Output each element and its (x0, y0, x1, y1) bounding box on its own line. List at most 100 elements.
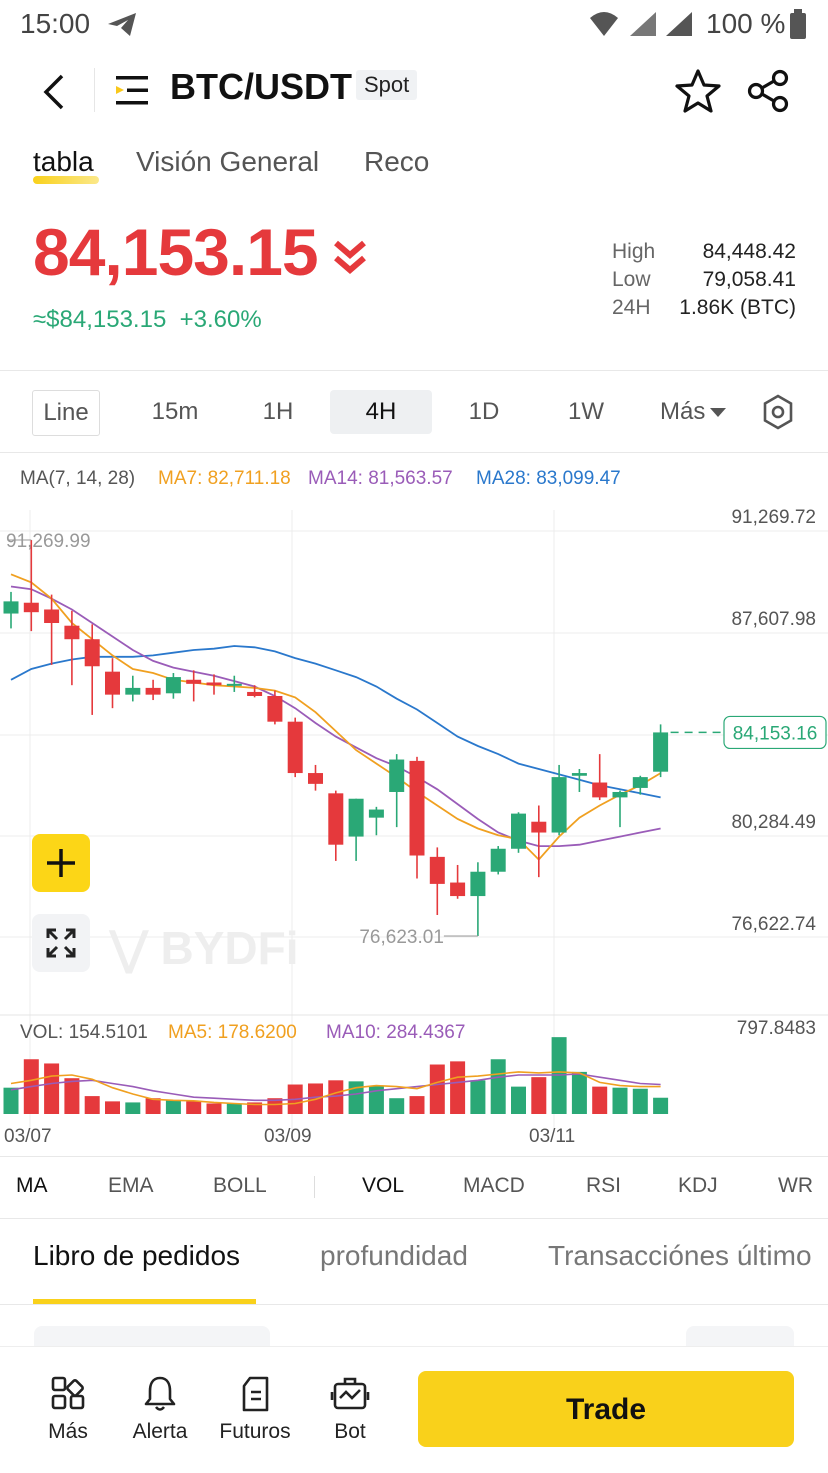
candle-body (44, 609, 60, 624)
stat-label-high: High (612, 240, 656, 263)
timeframe-1h[interactable]: 1H (262, 398, 294, 425)
divider (0, 1218, 828, 1219)
divider (0, 452, 828, 453)
volume-bar (348, 1081, 364, 1114)
candle-body (165, 677, 181, 694)
back-icon[interactable] (38, 72, 68, 112)
y-axis-label: 76,622.74 (731, 914, 816, 935)
volume-bar (470, 1080, 486, 1114)
volume-bar (105, 1101, 120, 1114)
nav-bot[interactable]: Bot (310, 1374, 390, 1444)
candle-body (632, 777, 648, 788)
status-time: 15:00 (20, 8, 91, 39)
nav-more[interactable]: Más (28, 1374, 108, 1444)
candle-body (125, 687, 141, 695)
caret-down-icon (710, 408, 727, 417)
high-marker-label: 91,269.99 (6, 531, 91, 552)
fiat-price: ≈$84,153.15 +3.60% (33, 306, 262, 333)
candle-body (490, 848, 506, 872)
tab-latest-trades[interactable]: Transacciónes último (548, 1240, 812, 1271)
volume-bar (490, 1059, 506, 1114)
book-tab-indicator (33, 1299, 256, 1304)
candle-body (450, 882, 466, 897)
futures-document-icon (242, 1376, 269, 1412)
nav-bot-label: Bot (334, 1420, 366, 1443)
tab-reco[interactable]: Reco (364, 146, 430, 177)
timeframe-4h[interactable]: 4H (330, 390, 432, 434)
candle-body (470, 871, 486, 897)
stat-value-low: 79,058.41 (702, 268, 796, 291)
ma14-line (10, 585, 661, 848)
nav-alert-label: Alerta (132, 1420, 188, 1443)
candle-body (64, 625, 80, 640)
candle-body (368, 809, 384, 818)
grid-icon (51, 1376, 85, 1410)
price-chart[interactable]: ⋁ BYDFi 91,269.72 87,607.98 80,284.49 76,622… (0, 490, 828, 1152)
indicator-wr[interactable]: WR (778, 1174, 813, 1197)
y-axis-label: 87,607.98 (731, 609, 816, 630)
candle-body (23, 602, 39, 613)
fullscreen-button[interactable] (32, 914, 90, 972)
price-change: +3.60% (179, 306, 262, 333)
candle-body (267, 695, 283, 722)
candle-body (287, 721, 303, 774)
volume-bar (632, 1088, 648, 1114)
expand-icon (46, 928, 76, 958)
last-price: 84,153.15 (33, 215, 319, 289)
pair-list-icon[interactable] (112, 74, 152, 108)
indicator-separator (314, 1176, 315, 1198)
chart-settings-icon[interactable] (762, 394, 794, 430)
last-price-tag-label: 84,153.16 (733, 723, 818, 744)
volume-bar (328, 1080, 344, 1114)
indicator-vol[interactable]: VOL (362, 1174, 405, 1197)
battery-percent: 100 % (706, 8, 786, 39)
tab-order-book[interactable]: Libro de pedidos (33, 1240, 241, 1271)
nav-alert[interactable]: Alerta (120, 1374, 200, 1444)
indicator-boll[interactable]: BOLL (213, 1174, 267, 1197)
y-axis-label: 91,269.72 (731, 507, 816, 528)
market-type-badge: Spot (356, 70, 418, 100)
plus-icon (47, 849, 75, 877)
indicator-ma[interactable]: MA (16, 1174, 48, 1197)
header: BTC/USDT Spot (0, 50, 828, 130)
price-down-arrow-icon (334, 240, 366, 274)
candle-body (328, 793, 344, 845)
timeframe-more[interactable]: Más (660, 390, 740, 434)
stat-value-high: 84,448.42 (702, 240, 796, 263)
timeframe-1w[interactable]: 1W (568, 398, 604, 425)
volume-bar (247, 1102, 263, 1114)
volume-bar (511, 1086, 526, 1114)
candle-body (84, 639, 100, 667)
nav-futures-label: Futuros (219, 1420, 291, 1443)
indicator-macd[interactable]: MACD (463, 1174, 525, 1197)
volume-bar (571, 1071, 587, 1114)
indicator-ema[interactable]: EMA (108, 1174, 154, 1197)
candle-body (653, 732, 669, 772)
candle-body (247, 691, 263, 696)
share-icon[interactable] (746, 68, 792, 114)
star-icon[interactable] (674, 68, 722, 114)
timeframe-1d[interactable]: 1D (468, 398, 500, 425)
trade-button[interactable]: Trade (418, 1371, 794, 1447)
timeframe-15m[interactable]: 15m (151, 398, 199, 425)
tab-tabla[interactable]: tabla (33, 146, 94, 177)
volume-bar (145, 1098, 161, 1114)
volume-bar (612, 1087, 628, 1114)
add-indicator-button[interactable] (32, 834, 90, 892)
tab-vision-general[interactable]: Visión General (136, 146, 320, 177)
tab-depth[interactable]: profundidad (320, 1240, 468, 1271)
candle-body (226, 683, 242, 686)
x-axis-label: 03/09 (264, 1126, 312, 1147)
timeframe-line[interactable]: Line (32, 390, 100, 436)
volume-ma10-line (10, 1073, 661, 1102)
tab-active-indicator (33, 176, 99, 184)
volume-bar (3, 1087, 19, 1114)
x-axis-label: 03/07 (4, 1126, 52, 1147)
ma7-line (10, 573, 662, 861)
volume-ma5-line (10, 1071, 661, 1106)
indicator-rsi[interactable]: RSI (586, 1174, 622, 1197)
wifi-icon (590, 12, 618, 36)
divider (0, 1304, 828, 1305)
nav-futures[interactable]: Futuros (215, 1374, 295, 1444)
indicator-kdj[interactable]: KDJ (678, 1174, 718, 1197)
